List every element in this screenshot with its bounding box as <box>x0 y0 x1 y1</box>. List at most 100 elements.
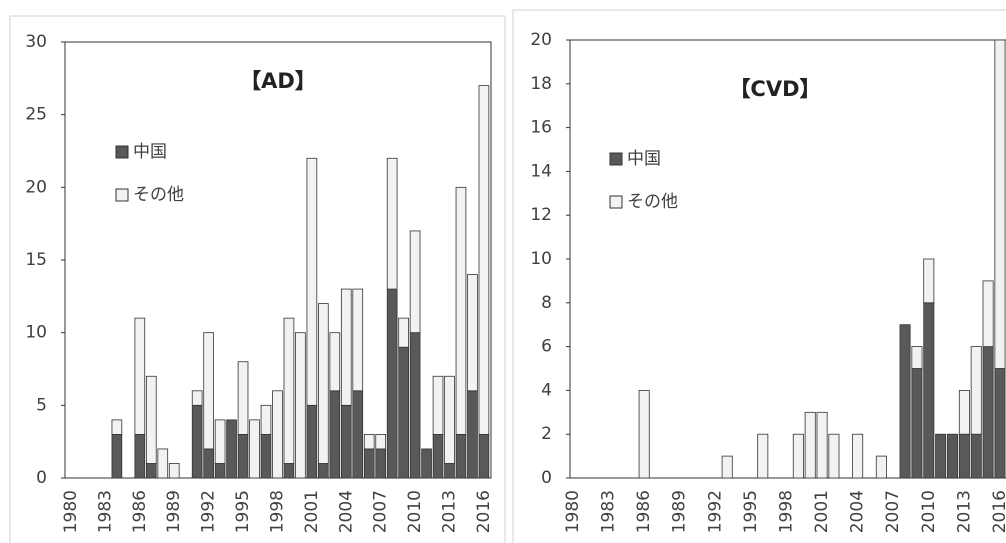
bar-segment <box>249 419 260 479</box>
x-tick-label: 1986 <box>634 490 654 533</box>
bar-segment <box>237 361 249 435</box>
bar-segment <box>958 433 970 479</box>
bar-segment <box>203 448 214 479</box>
legend-label: 中国 <box>133 142 167 162</box>
x-tick-label: 2007 <box>883 490 903 533</box>
chart-title: 【AD】 <box>240 69 316 93</box>
bar-segment <box>923 302 935 479</box>
y-tick-label: 15 <box>25 250 47 270</box>
bar-segment <box>340 288 352 406</box>
bar-segment <box>982 280 994 347</box>
bar-segment <box>306 157 318 406</box>
x-tick-label: 1995 <box>233 490 253 533</box>
bar-segment <box>352 288 364 392</box>
bar-segment <box>214 463 226 479</box>
y-tick-label: 16 <box>530 118 552 138</box>
bar-segment <box>226 419 237 479</box>
bar-segment <box>203 332 214 450</box>
bar-segment <box>398 317 409 348</box>
x-tick-label: 1980 <box>563 490 583 533</box>
bar-segment <box>804 411 816 479</box>
y-tick-label: 18 <box>530 74 552 94</box>
bar-segment <box>111 419 123 435</box>
x-tick-label: 2013 <box>954 490 974 533</box>
bar-segment <box>134 433 146 479</box>
bar-segment <box>318 303 329 464</box>
y-tick-label: 20 <box>530 30 552 50</box>
bar-segment <box>283 317 295 464</box>
bar-segment <box>455 433 467 479</box>
bar-segment <box>432 433 444 479</box>
y-tick-label: 4 <box>541 380 552 400</box>
bar-segment <box>923 258 935 304</box>
bar-segment <box>828 433 840 479</box>
chart-title: 【CVD】 <box>729 77 820 101</box>
bar-segment <box>340 404 352 479</box>
x-tick-label: 1986 <box>130 490 150 533</box>
panel-frame <box>512 9 1006 543</box>
bar-segment <box>386 157 398 290</box>
legend-label: 中国 <box>627 149 661 169</box>
bar-segment <box>875 455 887 479</box>
bar-segment <box>467 274 478 392</box>
y-tick-label: 6 <box>541 337 552 357</box>
legend-swatch <box>609 195 623 209</box>
x-tick-label: 1998 <box>267 490 287 533</box>
bar-segment <box>272 390 283 479</box>
x-tick-label: 1995 <box>741 490 761 533</box>
bar-segment <box>467 390 478 479</box>
x-tick-label: 2013 <box>440 490 460 533</box>
y-tick-label: 25 <box>25 105 47 125</box>
y-tick-label: 5 <box>36 395 47 415</box>
bar-segment <box>145 375 157 464</box>
bar-segment <box>283 463 295 479</box>
bar-segment <box>168 463 180 479</box>
bar-segment <box>444 463 455 479</box>
bar-segment <box>329 332 341 392</box>
bar-segment <box>947 433 959 479</box>
bar-segment <box>432 375 444 435</box>
x-tick-label: 1989 <box>670 490 690 533</box>
bar-segment <box>145 463 157 479</box>
bar-segment <box>970 346 982 435</box>
y-tick-label: 2 <box>541 424 552 444</box>
bar-segment <box>994 39 1006 369</box>
bar-segment <box>386 288 398 479</box>
bar-segment <box>792 433 804 479</box>
bar-segment <box>318 463 329 479</box>
y-tick-label: 30 <box>25 32 47 52</box>
bar-segment <box>295 332 306 479</box>
legend-label: その他 <box>627 192 678 212</box>
bar-segment <box>852 433 864 479</box>
bar-segment <box>409 332 421 479</box>
bar-segment <box>237 433 249 479</box>
bar-segment <box>191 404 203 479</box>
x-tick-label: 2004 <box>336 490 356 533</box>
bar-segment <box>958 389 970 435</box>
plot-frame <box>569 39 1006 479</box>
bar-segment <box>363 433 375 450</box>
bar-segment <box>409 230 421 334</box>
y-tick-label: 14 <box>530 161 552 181</box>
bar-segment <box>478 433 490 479</box>
y-tick-label: 20 <box>25 177 47 197</box>
x-tick-label: 1998 <box>776 490 796 533</box>
x-tick-label: 2001 <box>812 490 832 533</box>
x-tick-label: 2004 <box>848 490 868 533</box>
bar-segment <box>478 85 490 435</box>
x-tick-label: 2016 <box>474 490 494 533</box>
bar-segment <box>970 433 982 479</box>
x-tick-label: 2010 <box>405 490 425 533</box>
bar-segment <box>455 186 467 435</box>
bar-segment <box>134 317 146 435</box>
bar-segment <box>638 389 650 479</box>
y-tick-label: 10 <box>530 249 552 269</box>
x-tick-label: 1980 <box>61 490 81 533</box>
x-tick-label: 2010 <box>919 490 939 533</box>
x-tick-label: 1992 <box>705 490 725 533</box>
legend-label: その他 <box>133 185 184 205</box>
x-tick-label: 2016 <box>990 490 1006 533</box>
bar-segment <box>363 448 375 479</box>
